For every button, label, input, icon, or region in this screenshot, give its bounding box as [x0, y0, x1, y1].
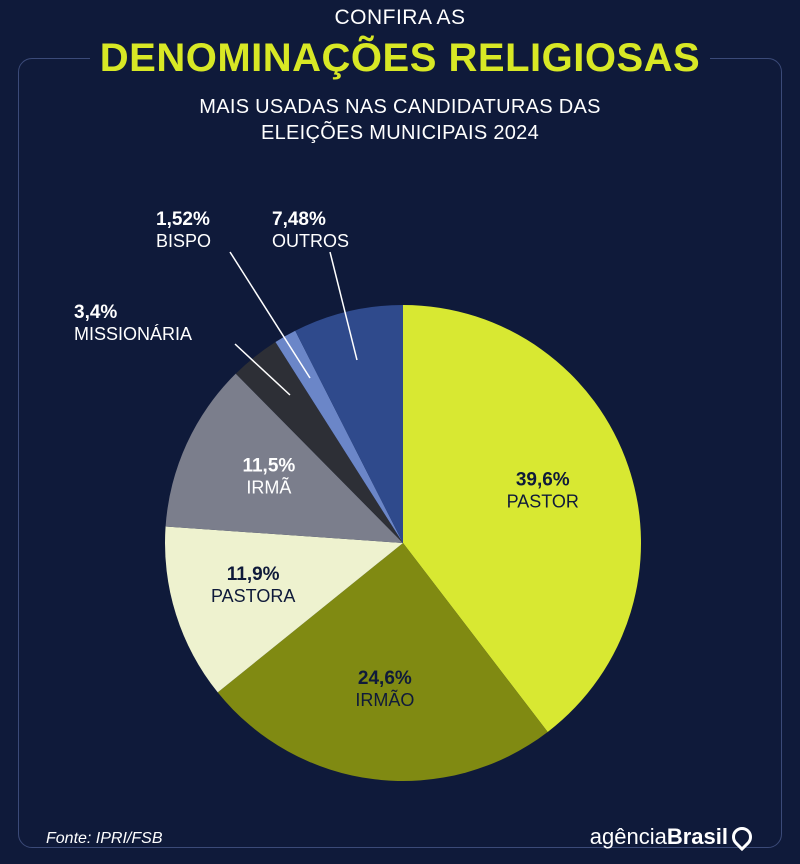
data-label-value-bispo: 1,52%	[156, 209, 210, 230]
leader-line-bispo	[229, 251, 311, 379]
pie-slice-pastora	[165, 526, 403, 693]
pre-title: CONFIRA AS	[334, 6, 466, 29]
brand-name-part2: Brasil	[666, 824, 728, 849]
source-note: Fonte: IPRI/FSB	[46, 830, 163, 847]
pie-slice-outros	[295, 305, 403, 543]
data-label-category-irmao: IRMÃO	[355, 689, 414, 710]
pie-slice-bispo	[275, 330, 403, 543]
data-label-category-bispo: BISPO	[156, 231, 211, 251]
pie-slice-pastor	[403, 305, 642, 732]
data-label-category-irma: IRMÃ	[246, 476, 291, 497]
leader-line-missionaria	[234, 343, 291, 396]
data-label-category-outros: OUTROS	[272, 231, 349, 251]
subtitle-line-1: MAIS USADAS NAS CANDIDATURAS DAS	[199, 96, 601, 118]
leader-line-outros	[329, 251, 358, 361]
pie-slice-irmao	[217, 543, 548, 781]
data-label-category-pastora: PASTORA	[211, 586, 295, 606]
title-backdrop	[90, 40, 710, 80]
pie-slice-missionaria	[235, 342, 403, 543]
agencia-brasil-logo-icon	[727, 822, 757, 852]
data-label-value-irmao: 24,6%	[358, 668, 412, 689]
pie-slice-irma	[165, 373, 403, 543]
page-title: DENOMINAÇÕES RELIGIOSAS	[99, 36, 701, 80]
subtitle-line-2: ELEIÇÕES MUNICIPAIS 2024	[260, 122, 540, 144]
brand-name-part1: agência	[589, 824, 667, 849]
data-label-value-pastora: 11,9%	[227, 564, 280, 585]
data-label-category-missionaria: MISSIONÁRIA	[74, 324, 192, 344]
data-label-value-missionaria: 3,4%	[74, 302, 117, 323]
subtitle: MAIS USADAS NAS CANDIDATURAS DAS ELEIÇÕE…	[0, 94, 800, 146]
data-label-value-irma: 11,5%	[242, 455, 295, 476]
data-label-value-outros: 7,48%	[272, 209, 326, 230]
data-label-category-pastor: PASTOR	[507, 492, 579, 512]
brand-logo: agência Brasil	[589, 822, 757, 852]
data-label-value-pastor: 39,6%	[516, 470, 570, 491]
